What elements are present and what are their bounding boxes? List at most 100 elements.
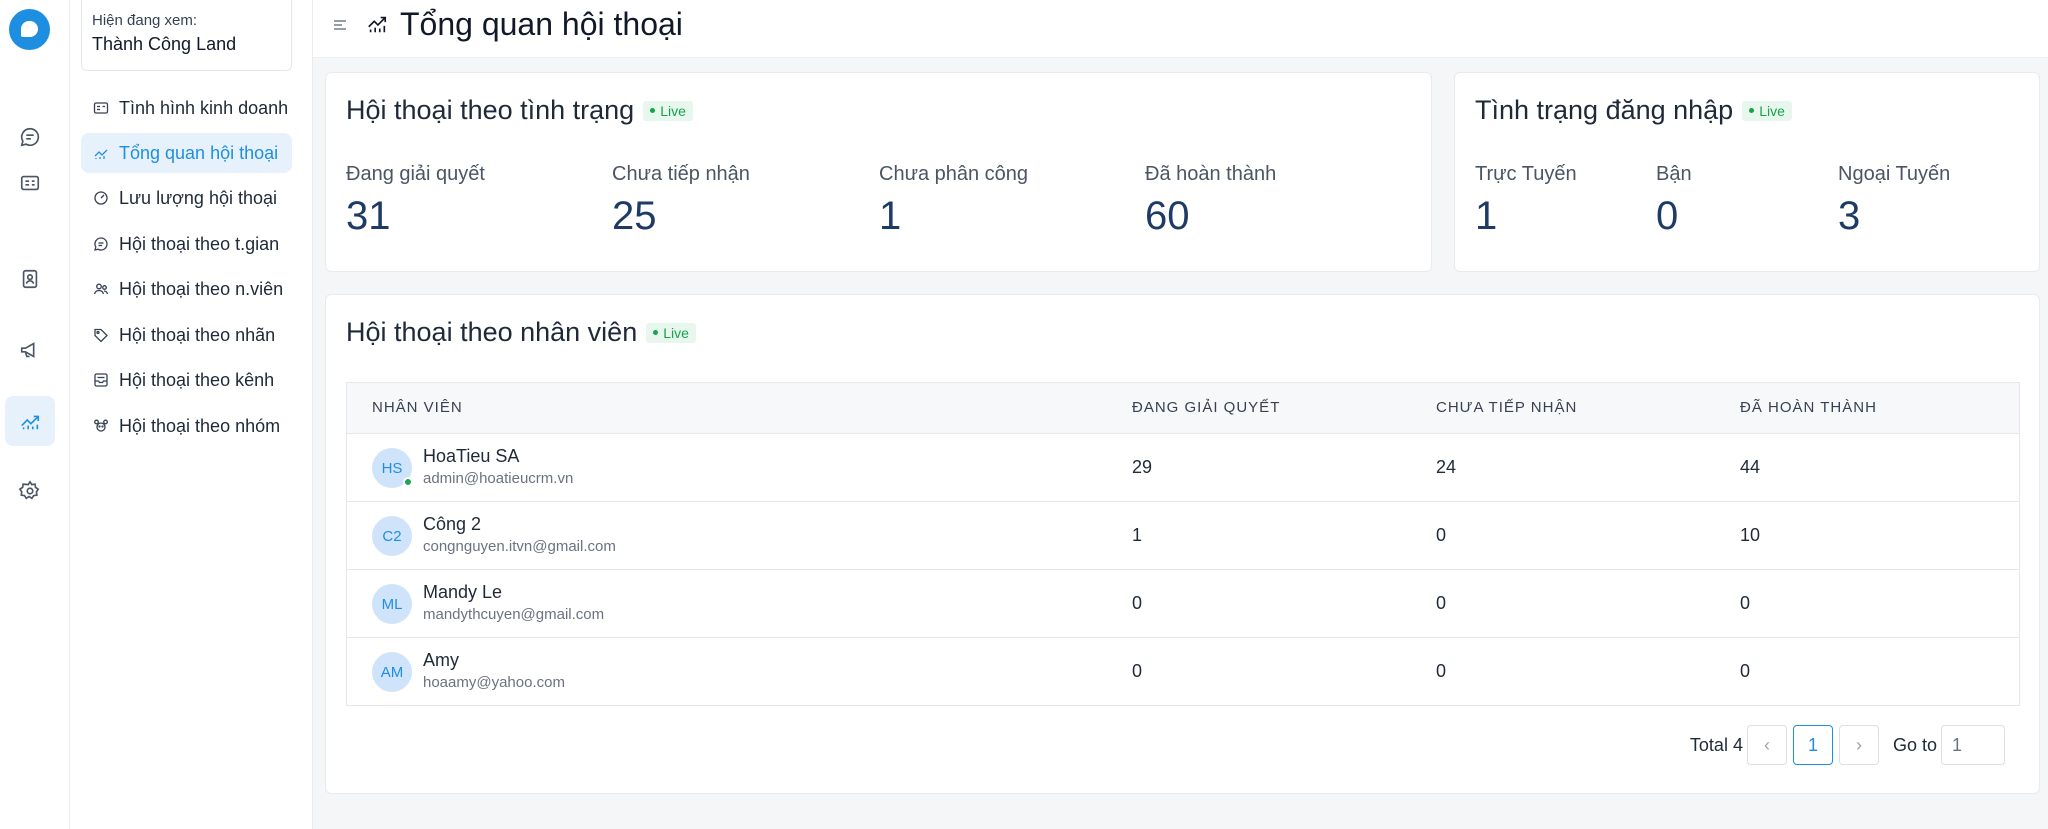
stat-offline: Ngoại Tuyến 3 [1838,163,1950,239]
stat-value: 31 [346,194,391,238]
staff-name: Amy [423,650,459,670]
stat-label: Bận [1656,163,1692,185]
login-card-title: Tình trạng đăng nhập Live [1475,95,1792,126]
cell-in-progress: 29 [1132,457,1153,477]
goto-label: Go to [1892,734,1937,755]
tag-icon [94,328,108,343]
avatar: AM [372,652,412,692]
reports-nav: Hiện đang xem: Thành Công Land Tình hình… [70,0,313,829]
page-number: 1 [1807,734,1818,755]
page-header: Tổng quan hội thoại [313,0,2048,58]
live-text: Live [663,324,689,341]
nav-item-overview[interactable]: Tổng quan hội thoại [81,133,292,173]
contact-card-icon[interactable] [5,158,55,208]
nav-item-label: Hội thoại theo kênh [119,369,275,390]
nav-item-label: Hội thoại theo nhãn [119,324,276,345]
goto-page-input[interactable] [1941,725,2005,765]
stat-value: 1 [879,194,902,238]
chat-bubble-icon [94,237,108,251]
card-title-text: Hội thoại theo nhân viên [346,317,638,347]
team-icon [94,419,108,432]
live-badge: Live [646,322,696,343]
chevron-left-icon: ‹ [1763,734,1770,755]
nav-item-by-time[interactable]: Hội thoại theo t.gian [81,224,292,264]
chevron-right-icon: › [1855,734,1862,755]
table-row[interactable]: ML Mandy Le mandythcuyen@gmail.com 0 0 0 [347,569,2019,637]
nav-item-business[interactable]: Tình hình kinh doanh [81,88,292,128]
trend-icon [368,16,387,33]
stat-in-progress: Đang giải quyết 31 [346,163,485,239]
nav-item-by-staff[interactable]: Hội thoại theo n.viên [81,269,292,309]
nav-item-label: Lưu lượng hội thoại [119,187,278,208]
next-page-button[interactable]: › [1838,725,1879,765]
table-row[interactable]: C2 Công 2 congnguyen.itvn@gmail.com 1 0 … [347,501,2019,569]
cell-unreceived: 0 [1436,661,1447,681]
stat-unassigned: Chưa phân công 1 [879,163,1028,239]
live-badge: Live [643,100,693,121]
status-card-title: Hội thoại theo tình trạng Live [346,95,693,126]
stat-label: Chưa tiếp nhận [612,163,750,185]
prev-page-button[interactable]: ‹ [1746,725,1787,765]
trend-icon [94,149,108,159]
cell-unreceived: 24 [1436,457,1457,477]
viewing-value: Thành Công Land [92,34,237,54]
nav-item-by-label[interactable]: Hội thoại theo nhãn [81,315,292,355]
nav-item-traffic[interactable]: Lưu lượng hội thoại [81,178,292,218]
nav-item-label: Hội thoại theo nhóm [119,415,281,436]
staff-email: congnguyen.itvn@gmail.com [423,538,616,555]
workspace-selector[interactable]: Hiện đang xem: Thành Công Land [81,0,292,71]
staff-name: HoaTieu SA [423,446,520,466]
megaphone-icon[interactable] [5,325,55,375]
stat-value: 60 [1145,194,1190,238]
cell-unreceived: 0 [1436,525,1447,545]
settings-icon[interactable] [5,466,55,516]
avatar-initials: HS [381,459,403,477]
login-status-card: Tình trạng đăng nhập Live Trực Tuyến 1 B… [1454,72,2040,272]
page-button-current[interactable]: 1 [1792,725,1833,765]
staff-email: admin@hoatieucrm.vn [423,470,574,487]
avatar: ML [372,584,412,624]
id-card-icon [93,102,109,114]
icon-rail [0,0,70,829]
cell-in-progress: 0 [1132,661,1143,681]
stat-unreceived: Chưa tiếp nhận 25 [612,163,750,239]
page-title: Tổng quan hội thoại [400,6,683,42]
cell-completed: 10 [1740,525,1761,545]
nav-item-label: Hội thoại theo n.viên [119,278,284,299]
pagination: Total 4 ‹ 1 › Go to [1690,725,2005,765]
gauge-icon [94,191,108,205]
avatar-initials: ML [381,595,403,613]
col-unreceived[interactable]: CHƯA TIẾP NHẬN [1436,399,1578,416]
staff-email: hoaamy@yahoo.com [423,674,565,691]
nav-item-by-group[interactable]: Hội thoại theo nhóm [81,406,292,446]
nav-item-label: Tình hình kinh doanh [119,97,289,118]
stat-value: 25 [612,194,657,238]
chat-icon[interactable] [5,112,55,162]
nav-item-label: Hội thoại theo t.gian [119,233,280,254]
staff-name: Mandy Le [423,582,503,602]
card-title-text: Hội thoại theo tình trạng [346,95,635,125]
cell-in-progress: 0 [1132,593,1143,613]
table-row[interactable]: AM Amy hoaamy@yahoo.com 0 0 0 [347,637,2019,705]
address-book-icon[interactable] [5,254,55,304]
menu-collapse-icon[interactable] [332,17,348,33]
live-dot [653,330,659,335]
card-title-text: Tình trạng đăng nhập [1475,95,1734,125]
online-indicator [403,477,413,487]
nav-item-by-channel[interactable]: Hội thoại theo kênh [81,360,292,400]
table-row[interactable]: HS HoaTieu SA admin@hoatieucrm.vn 29 24 … [347,433,2019,501]
stat-completed: Đã hoàn thành 60 [1145,163,1276,239]
staff-email: mandythcuyen@gmail.com [423,606,605,623]
cell-completed: 44 [1740,457,1761,477]
live-text: Live [1759,102,1785,119]
stat-label: Đã hoàn thành [1145,163,1277,185]
cell-completed: 0 [1740,593,1751,613]
app-logo[interactable] [9,9,50,50]
col-staff[interactable]: NHÂN VIÊN [372,399,463,416]
live-dot [650,108,656,113]
reports-icon[interactable] [5,396,55,446]
col-completed[interactable]: ĐÃ HOÀN THÀNH [1740,399,1877,416]
avatar: C2 [372,516,412,556]
col-in-progress[interactable]: ĐANG GIẢI QUYẾT [1132,399,1281,416]
live-dot [1749,108,1755,113]
